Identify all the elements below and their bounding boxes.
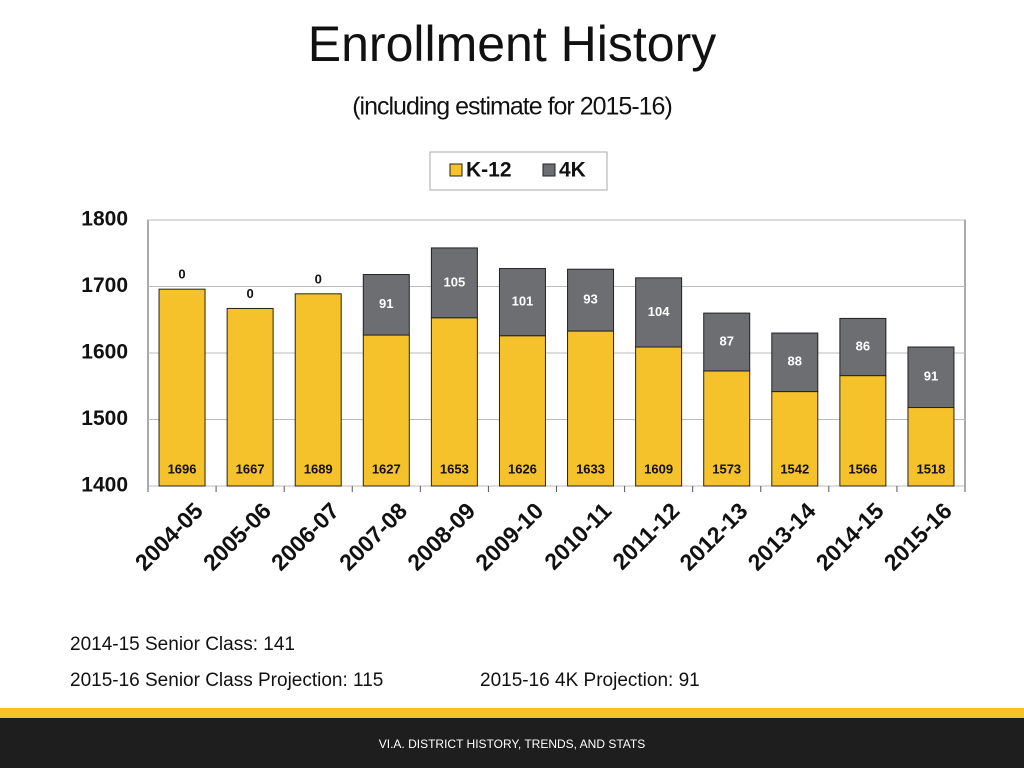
bar-segment [567,330,615,487]
bar-segment [498,268,546,337]
x-tick-label: 2011-12 [607,497,684,574]
value-label: 1667 [236,461,265,476]
x-tick-label: 2013-14 [743,497,821,575]
value-label: 91 [924,369,938,384]
bar-segment [635,277,683,348]
x-tick-label: 2009-10 [470,497,548,575]
footer-bar [0,718,1024,768]
bar-segment [839,317,887,377]
bar-segment [703,312,751,372]
value-label: 1609 [644,461,673,476]
value-label: 1653 [440,461,469,476]
footer-text: VI.A. DISTRICT HISTORY, TRENDS, AND STAT… [379,737,646,751]
bar-segment [498,335,546,487]
legend-label: K-12 [466,159,512,182]
value-label: 1696 [168,461,197,476]
x-tick-label: 2014-15 [811,497,889,575]
x-tick-label: 2015-16 [879,497,957,575]
value-label: 87 [719,333,733,348]
bar-segment [294,293,342,487]
bar-segment [839,375,887,487]
bar-segment [430,247,478,319]
y-tick-label: 1700 [81,274,128,297]
chart-subtitle: (including estimate for 2015-16) [352,93,672,121]
y-tick-label: 1800 [81,208,128,231]
value-label: 1689 [304,461,333,476]
x-tick-label: 2007-08 [334,497,412,575]
value-label: 1542 [780,461,809,476]
x-tick-label: 2005-06 [198,497,276,575]
chart-title: Enrollment History [308,16,716,72]
y-tick-label: 1500 [81,407,128,430]
footer-stripe [0,708,1024,718]
bar-segment [362,274,410,336]
value-label: 1566 [848,461,877,476]
bar-segment [771,332,819,393]
value-label: 93 [583,292,597,307]
bar-segment [430,317,478,487]
note: 2015-16 Senior Class Projection: 115 [70,670,383,691]
legend-label: 4K [559,159,586,182]
value-label: 0 [178,267,185,282]
y-tick-label: 1600 [81,341,128,364]
value-label: 105 [444,274,466,289]
value-label: 1626 [508,461,537,476]
value-label: 0 [247,286,254,301]
value-label: 104 [648,304,670,319]
x-tick-label: 2008-09 [402,497,480,575]
x-tick-label: 2004-05 [130,497,208,575]
value-label: 86 [856,338,870,353]
value-label: 1518 [916,461,945,476]
value-label: 91 [379,296,393,311]
value-label: 0 [315,271,322,286]
bar-segment [567,268,615,332]
x-tick-label: 2006-07 [266,497,344,575]
bar-segment [226,307,274,487]
x-tick-label: 2012-13 [674,497,752,575]
value-label: 101 [512,294,534,309]
legend-swatch [542,163,556,177]
note: 2014-15 Senior Class: 141 [70,634,295,655]
x-tick-label: 2010-11 [539,497,616,574]
y-tick-label: 1400 [81,474,128,497]
legend-swatch [449,163,463,177]
value-label: 1573 [712,461,741,476]
bar-segment [158,288,206,487]
value-label: 1627 [372,461,401,476]
value-label: 88 [788,354,802,369]
bar-segment [771,391,819,487]
bar-segment [907,346,955,409]
value-label: 1633 [576,461,605,476]
note: 2015-16 4K Projection: 91 [480,670,700,691]
